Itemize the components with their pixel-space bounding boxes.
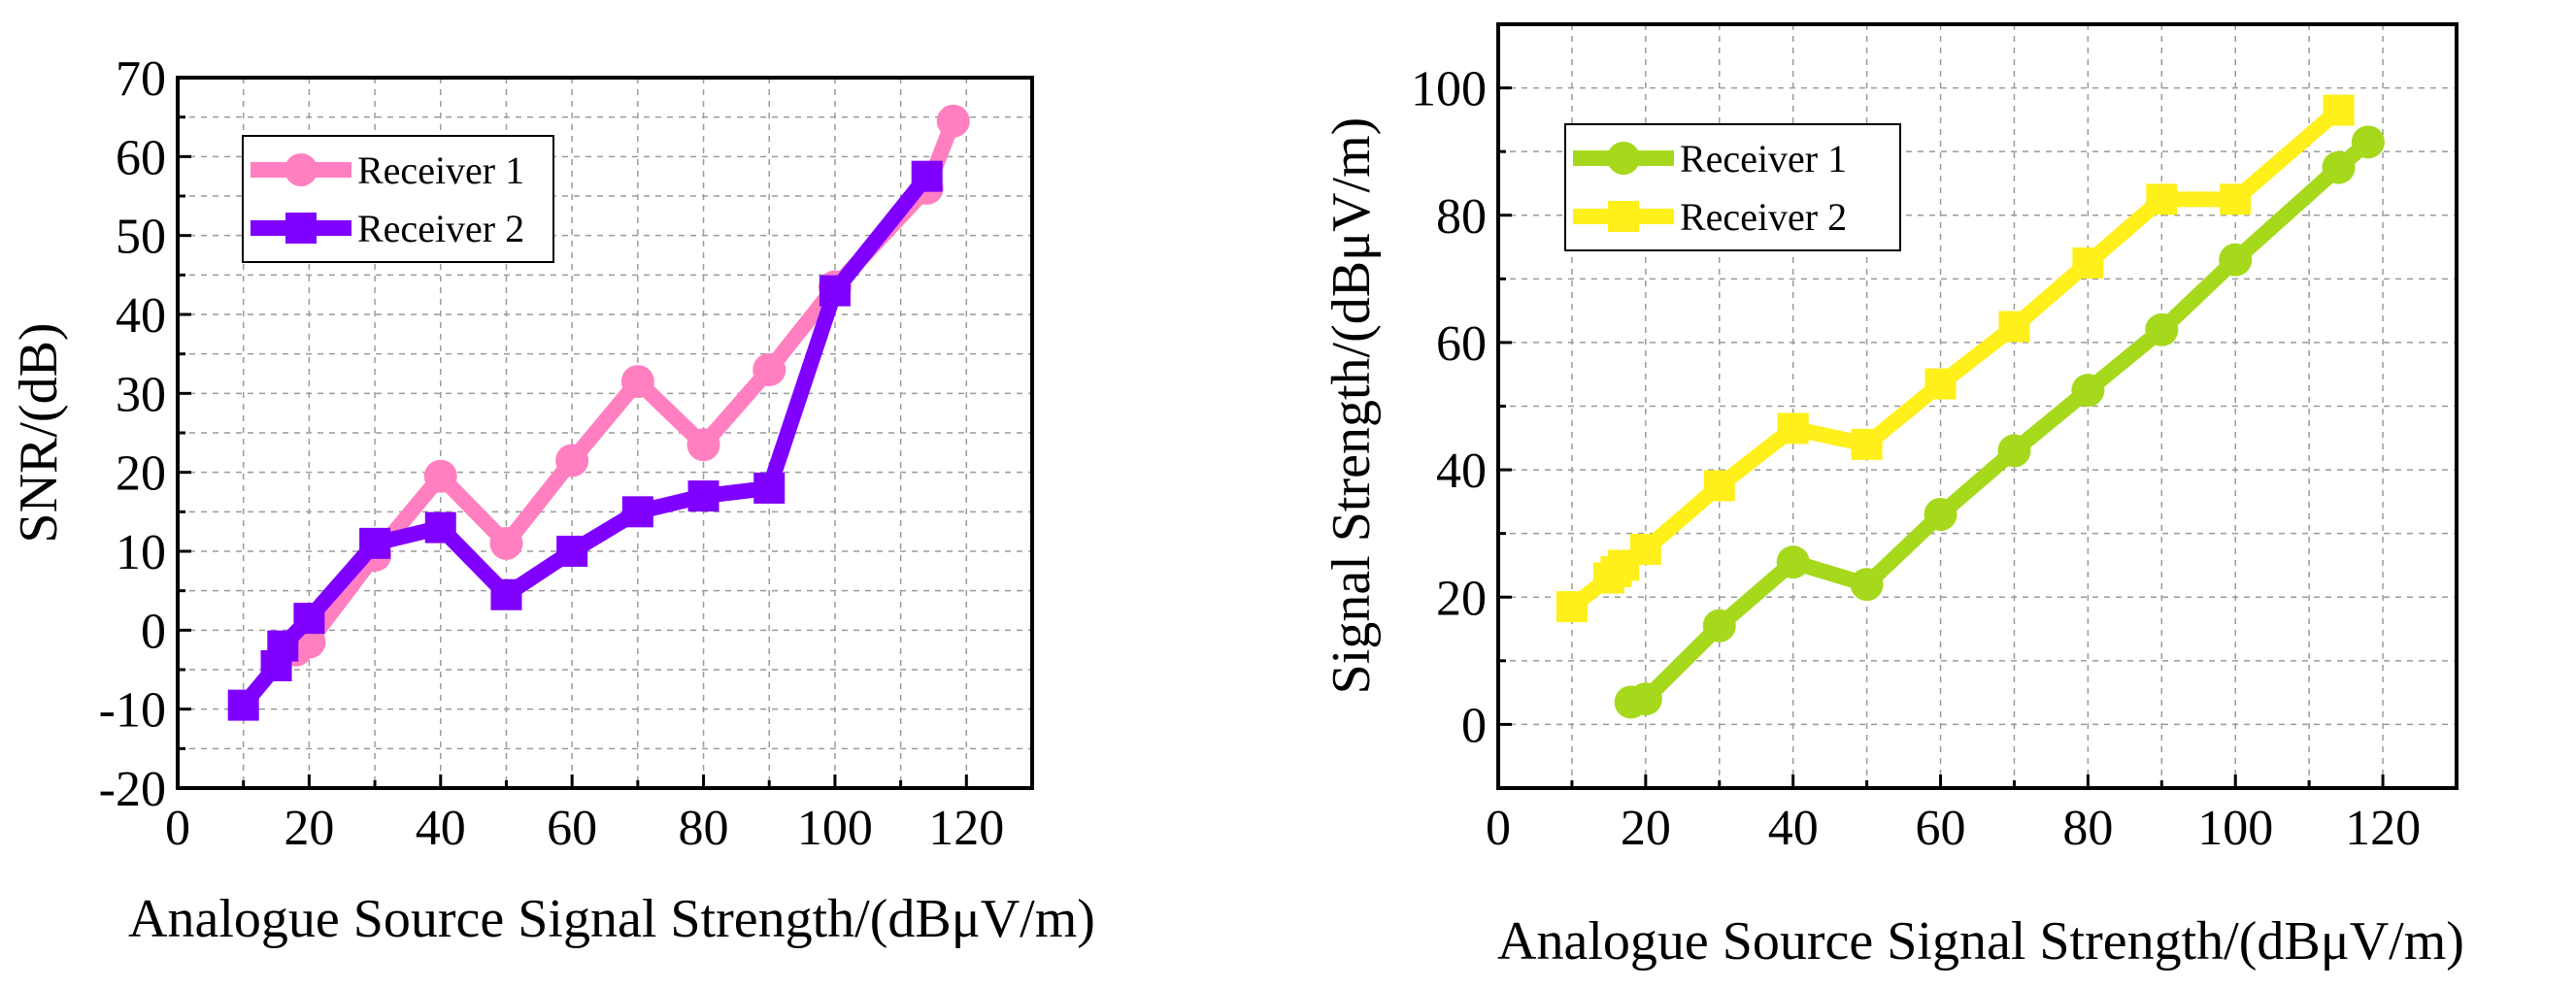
data-point xyxy=(227,689,259,721)
data-point xyxy=(687,480,719,512)
x-tick-label: 60 xyxy=(1916,801,1966,856)
x-tick-label: 40 xyxy=(416,801,466,856)
data-point xyxy=(1924,368,1957,400)
y-axis: -20 -10 0 10 20 30 40 50 60 70 xyxy=(99,51,191,817)
data-point xyxy=(267,630,299,662)
legend-marker xyxy=(1607,142,1640,175)
x-axis: 0 20 40 60 80 100 120 xyxy=(165,774,1004,856)
x-axis: 0 20 40 60 80 100 120 xyxy=(1486,774,2421,856)
data-point xyxy=(1629,534,1661,566)
data-point xyxy=(359,527,391,559)
data-point xyxy=(1703,470,1735,502)
x-tick-label: 80 xyxy=(679,801,729,856)
data-point xyxy=(1556,591,1588,623)
legend-marker xyxy=(1608,201,1639,232)
data-point xyxy=(293,603,325,635)
data-point xyxy=(2323,94,2355,126)
legend-label: Receiver 1 xyxy=(1680,137,1847,181)
data-point xyxy=(2220,183,2252,215)
x-tick-label: 100 xyxy=(797,801,873,856)
y-tick-label: 60 xyxy=(1436,316,1487,372)
x-tick-label: 20 xyxy=(284,801,334,856)
data-point xyxy=(2351,125,2385,159)
y-tick-label: 40 xyxy=(1436,444,1487,499)
x-tick-label: 40 xyxy=(1768,801,1819,856)
data-point xyxy=(2219,243,2253,277)
y-tick-label: 70 xyxy=(116,51,166,107)
y-tick-label: 20 xyxy=(116,446,166,502)
data-point xyxy=(911,160,943,192)
data-point xyxy=(1924,497,1957,531)
y-tick-label: 40 xyxy=(116,288,166,344)
grid-lines xyxy=(1498,24,2457,788)
x-tick-label: 80 xyxy=(2062,801,2113,856)
legend: Receiver 1 Receiver 2 xyxy=(1564,123,1901,251)
y-tick-label: 0 xyxy=(1461,698,1487,753)
data-point xyxy=(2146,183,2178,215)
x-tick-label: 60 xyxy=(547,801,597,856)
chart-1: 0 20 40 60 80 100 120 -20 -10 0 10 20 30 40 50 60 70 Anal… xyxy=(9,51,1095,949)
y-tick-label: 80 xyxy=(1436,189,1487,245)
legend-label: Receiver 2 xyxy=(357,207,524,250)
data-point xyxy=(753,472,786,504)
chart-2: 0 20 40 60 80 100 120 0 20 40 60 80 100 Analogue Sour… xyxy=(1321,22,2464,972)
y-tick-label: 20 xyxy=(1436,571,1487,626)
data-point xyxy=(490,578,522,610)
data-point xyxy=(936,104,970,138)
data-point xyxy=(621,496,653,528)
legend-marker xyxy=(285,213,317,244)
y-axis-title: SNR/(dB) xyxy=(9,322,69,543)
legend-label: Receiver 1 xyxy=(357,148,524,192)
data-point xyxy=(1998,311,2030,343)
data-point xyxy=(424,511,456,543)
y-tick-label: 60 xyxy=(116,130,166,185)
x-tick-label: 120 xyxy=(2345,801,2421,856)
data-point xyxy=(1850,568,1884,602)
data-point xyxy=(1702,609,1736,642)
data-point xyxy=(1628,682,1662,716)
y-tick-label: -20 xyxy=(99,762,166,817)
y-axis: 0 20 40 60 80 100 xyxy=(1411,62,1512,753)
y-tick-label: 0 xyxy=(141,604,166,659)
x-tick-label: 0 xyxy=(165,801,190,856)
data-point xyxy=(620,365,654,399)
y-axis-title: Signal Strength/(dBμV/m) xyxy=(1321,117,1382,695)
data-point xyxy=(423,459,457,493)
series-line xyxy=(1623,134,2376,710)
y-tick-label: 50 xyxy=(116,210,166,265)
x-axis-title: Analogue Source Signal Strength/(dBμV/m) xyxy=(1497,911,2464,972)
y-tick-label: 30 xyxy=(116,367,166,422)
data-point xyxy=(819,275,851,307)
y-tick-label: -10 xyxy=(99,683,166,739)
legend: Receiver 1 Receiver 2 xyxy=(242,135,554,263)
series-receiver-2 xyxy=(1556,94,2355,623)
data-point xyxy=(1997,434,2031,468)
series-receiver-2 xyxy=(227,160,943,721)
data-point xyxy=(753,352,786,386)
data-point xyxy=(686,428,720,462)
legend-label: Receiver 2 xyxy=(1680,195,1847,239)
data-point xyxy=(555,444,589,478)
x-tick-label: 0 xyxy=(1486,801,1511,856)
data-point xyxy=(2072,247,2104,279)
data-point xyxy=(1851,428,1883,460)
series-receiver-1 xyxy=(1614,125,2385,719)
data-point xyxy=(2322,150,2356,184)
y-tick-label: 100 xyxy=(1411,62,1487,117)
data-point xyxy=(2145,313,2179,346)
y-tick-label: 10 xyxy=(116,525,166,580)
data-point xyxy=(2071,374,2105,408)
x-tick-label: 100 xyxy=(2197,801,2273,856)
data-point xyxy=(556,536,588,567)
data-point xyxy=(489,526,523,560)
legend-marker xyxy=(284,153,318,186)
data-point xyxy=(1777,412,1809,445)
x-axis-title: Analogue Source Signal Strength/(dBμV/m) xyxy=(128,889,1095,949)
x-tick-label: 120 xyxy=(928,801,1004,856)
data-point xyxy=(1776,545,1810,579)
x-tick-label: 20 xyxy=(1621,801,1671,856)
